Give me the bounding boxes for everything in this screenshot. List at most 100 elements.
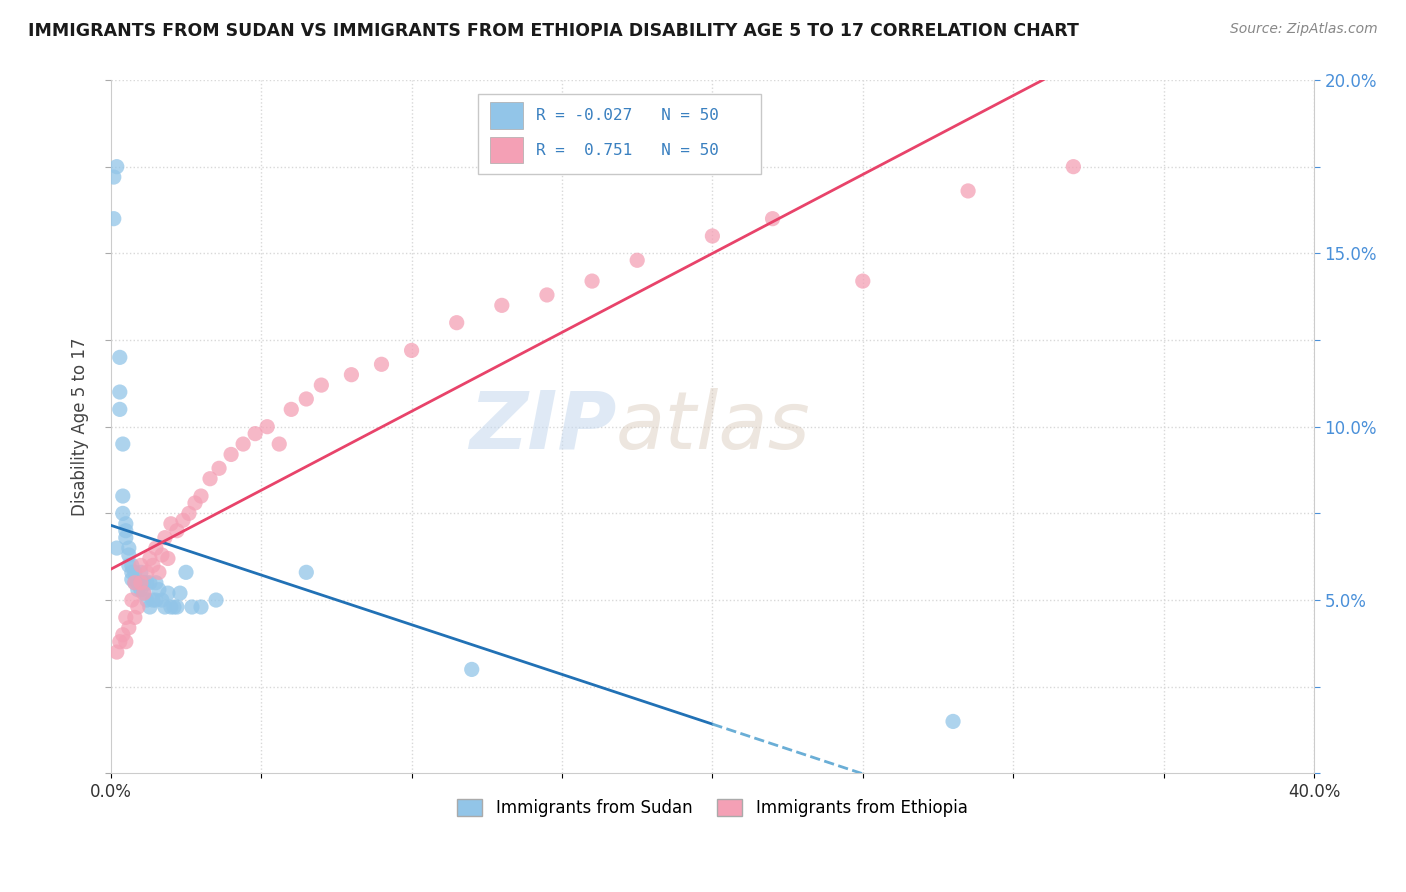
Text: IMMIGRANTS FROM SUDAN VS IMMIGRANTS FROM ETHIOPIA DISABILITY AGE 5 TO 17 CORRELA: IMMIGRANTS FROM SUDAN VS IMMIGRANTS FROM… <box>28 22 1078 40</box>
Point <box>208 461 231 475</box>
Point <box>160 516 183 531</box>
Point <box>174 566 197 580</box>
Point <box>169 586 191 600</box>
Point <box>118 548 141 562</box>
Point <box>135 593 157 607</box>
Point <box>148 582 170 597</box>
Point <box>103 170 125 185</box>
Point <box>761 211 783 226</box>
Point <box>132 575 155 590</box>
Point <box>626 253 648 268</box>
Point <box>127 582 149 597</box>
Point <box>243 426 266 441</box>
Point <box>190 599 212 614</box>
Legend: Immigrants from Sudan, Immigrants from Ethiopia: Immigrants from Sudan, Immigrants from E… <box>451 793 974 824</box>
Point <box>280 402 302 417</box>
Bar <box>489 136 523 163</box>
Point <box>156 551 179 566</box>
Point <box>121 566 143 580</box>
Point <box>166 524 188 538</box>
Point <box>295 566 318 580</box>
Point <box>163 599 186 614</box>
Point <box>118 621 141 635</box>
Point <box>232 437 254 451</box>
Point <box>166 599 188 614</box>
Point <box>295 392 318 406</box>
Point <box>114 634 136 648</box>
Point <box>139 599 162 614</box>
Point <box>129 575 152 590</box>
Point <box>139 551 162 566</box>
Point <box>121 558 143 573</box>
Point <box>156 586 179 600</box>
Point <box>172 513 194 527</box>
Point <box>150 593 173 607</box>
Point <box>111 489 134 503</box>
Point <box>177 507 200 521</box>
Point <box>111 628 134 642</box>
Point <box>111 507 134 521</box>
Y-axis label: Disability Age 5 to 17: Disability Age 5 to 17 <box>72 337 89 516</box>
Point <box>103 211 125 226</box>
Point <box>118 558 141 573</box>
Point <box>127 575 149 590</box>
Point <box>114 516 136 531</box>
Point <box>461 662 484 676</box>
Point <box>129 575 152 590</box>
Text: ZIP: ZIP <box>468 388 616 466</box>
Text: R = -0.027   N = 50: R = -0.027 N = 50 <box>536 108 718 123</box>
Point <box>111 437 134 451</box>
Point <box>160 599 183 614</box>
Point <box>142 593 165 607</box>
Point <box>205 593 228 607</box>
Point <box>198 472 221 486</box>
Point <box>942 714 965 729</box>
Point <box>129 566 152 580</box>
Point <box>142 558 165 573</box>
Point <box>256 419 278 434</box>
Point <box>370 357 392 371</box>
Point <box>108 634 131 648</box>
Point <box>145 593 167 607</box>
Point <box>145 541 167 555</box>
Text: atlas: atlas <box>616 388 811 466</box>
Point <box>536 288 558 302</box>
Point <box>181 599 204 614</box>
Point <box>190 489 212 503</box>
Point <box>121 572 143 586</box>
Point <box>118 541 141 555</box>
FancyBboxPatch shape <box>478 94 761 174</box>
Point <box>491 298 513 312</box>
Point <box>127 599 149 614</box>
Point <box>135 575 157 590</box>
Bar <box>489 103 523 128</box>
Point <box>145 575 167 590</box>
Point <box>132 586 155 600</box>
Point <box>311 378 333 392</box>
Point <box>446 316 468 330</box>
Text: Source: ZipAtlas.com: Source: ZipAtlas.com <box>1230 22 1378 37</box>
Point <box>1062 160 1084 174</box>
Point <box>148 566 170 580</box>
Point <box>139 575 162 590</box>
Point <box>150 548 173 562</box>
Point <box>121 593 143 607</box>
Point <box>135 566 157 580</box>
Point <box>114 524 136 538</box>
Point <box>105 541 128 555</box>
Point <box>105 160 128 174</box>
Text: R =  0.751   N = 50: R = 0.751 N = 50 <box>536 143 718 158</box>
Point <box>124 610 146 624</box>
Point <box>124 566 146 580</box>
Point <box>401 343 423 358</box>
Point <box>114 531 136 545</box>
Point <box>108 402 131 417</box>
Point <box>105 645 128 659</box>
Point <box>124 575 146 590</box>
Point <box>153 531 176 545</box>
Point <box>129 558 152 573</box>
Point <box>124 575 146 590</box>
Point <box>269 437 291 451</box>
Point <box>340 368 363 382</box>
Point <box>702 229 724 244</box>
